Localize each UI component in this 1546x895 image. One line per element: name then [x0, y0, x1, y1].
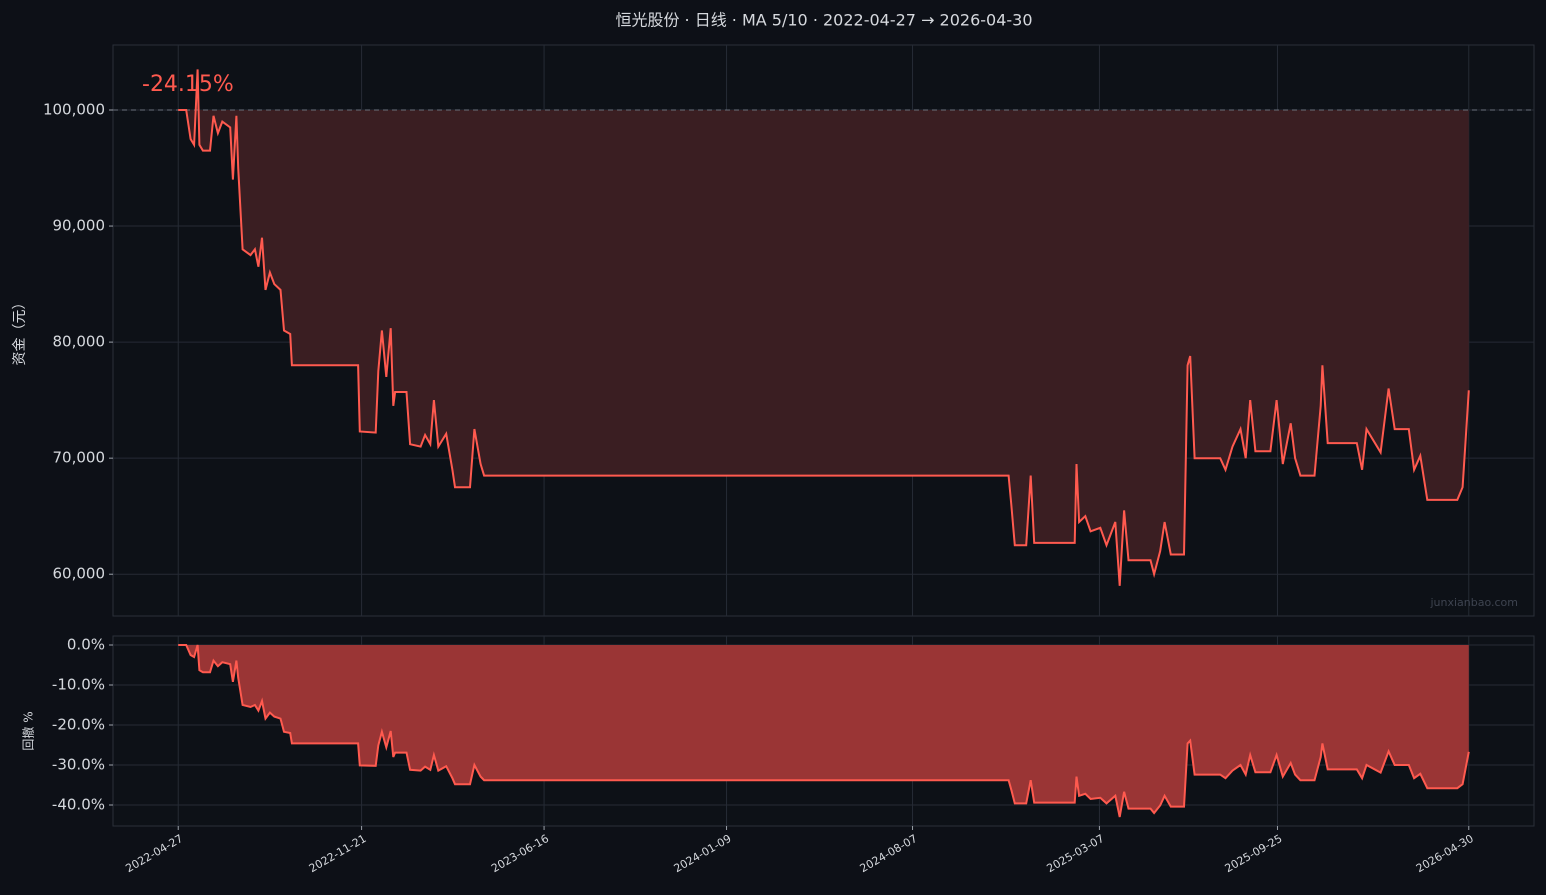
y-tick-label: 0.0% — [67, 636, 105, 654]
chart-title: 恒光股份 · 日线 · MA 5/10 · 2022-04-27 → 2026-… — [615, 11, 1032, 30]
y-tick-label: 90,000 — [53, 217, 106, 235]
y-tick-label: 100,000 — [43, 100, 105, 118]
line — [178, 644, 1470, 818]
y-tick-label: 60,000 — [53, 565, 106, 583]
y-tick-label: 70,000 — [53, 449, 106, 467]
annotation: -24.15% — [142, 72, 234, 97]
y-tick-label: -10.0% — [52, 676, 105, 694]
watermark: junxianbao.com — [1429, 596, 1518, 609]
area — [178, 645, 1469, 817]
y-tick-label: 80,000 — [53, 333, 106, 351]
y-axis-label: 资金（元） — [12, 296, 28, 366]
y-tick-label: -20.0% — [52, 716, 105, 734]
y-tick-label: -30.0% — [52, 756, 105, 774]
line — [178, 69, 1470, 586]
area — [178, 69, 1469, 586]
y-axis-label: 回撤 % — [21, 711, 36, 750]
y-tick-label: -40.0% — [52, 796, 105, 814]
